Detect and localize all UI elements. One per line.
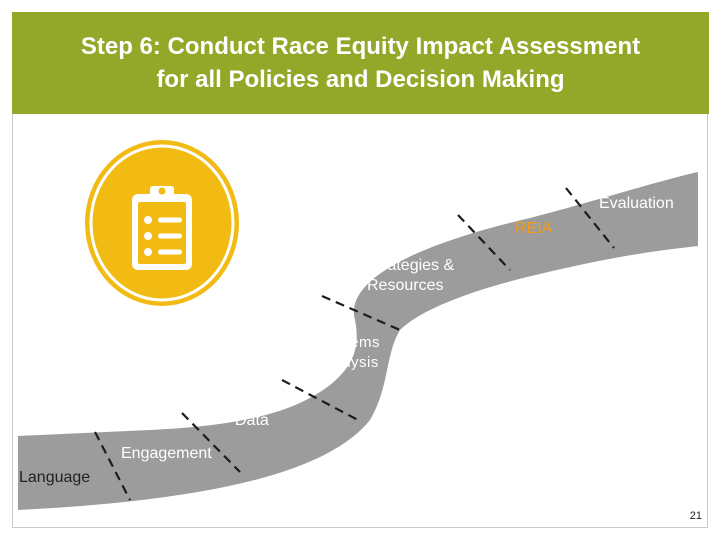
step-strategies-line-2: Resources (367, 277, 444, 294)
step-systems-analysis: Systems Analysis (319, 333, 380, 373)
step-language: Language (19, 469, 91, 486)
road-dividers (94, 187, 615, 501)
step-strategies-line-1: Strategies & (367, 257, 455, 274)
divider-strategies-reia (457, 214, 511, 271)
step-evaluation: Evaluation (599, 195, 674, 212)
page-number: 21 (689, 510, 702, 522)
step-systems-line-2: Analysis (319, 354, 379, 371)
step-strategies-resources: Strategies & Resources (367, 256, 454, 296)
step-systems-line-1: Systems (319, 334, 381, 351)
slide-title-line-1: Step 6: Conduct Race Equity Impact Asses… (80, 33, 641, 60)
title-bar: Step 6: Conduct Race Equity Impact Asses… (12, 12, 709, 114)
step-reia: REIA (515, 220, 553, 237)
road-shape (18, 172, 698, 510)
divider-reia-evaluation (565, 187, 615, 249)
divider-engagement-data (181, 412, 241, 473)
divider-language-engagement (94, 431, 131, 501)
step-data: Data (235, 412, 269, 429)
slide-title-line-2: for all Policies and Decision Making (156, 66, 565, 93)
clipboard-checklist-icon (82, 138, 242, 308)
step-engagement: Engagement (121, 445, 212, 462)
